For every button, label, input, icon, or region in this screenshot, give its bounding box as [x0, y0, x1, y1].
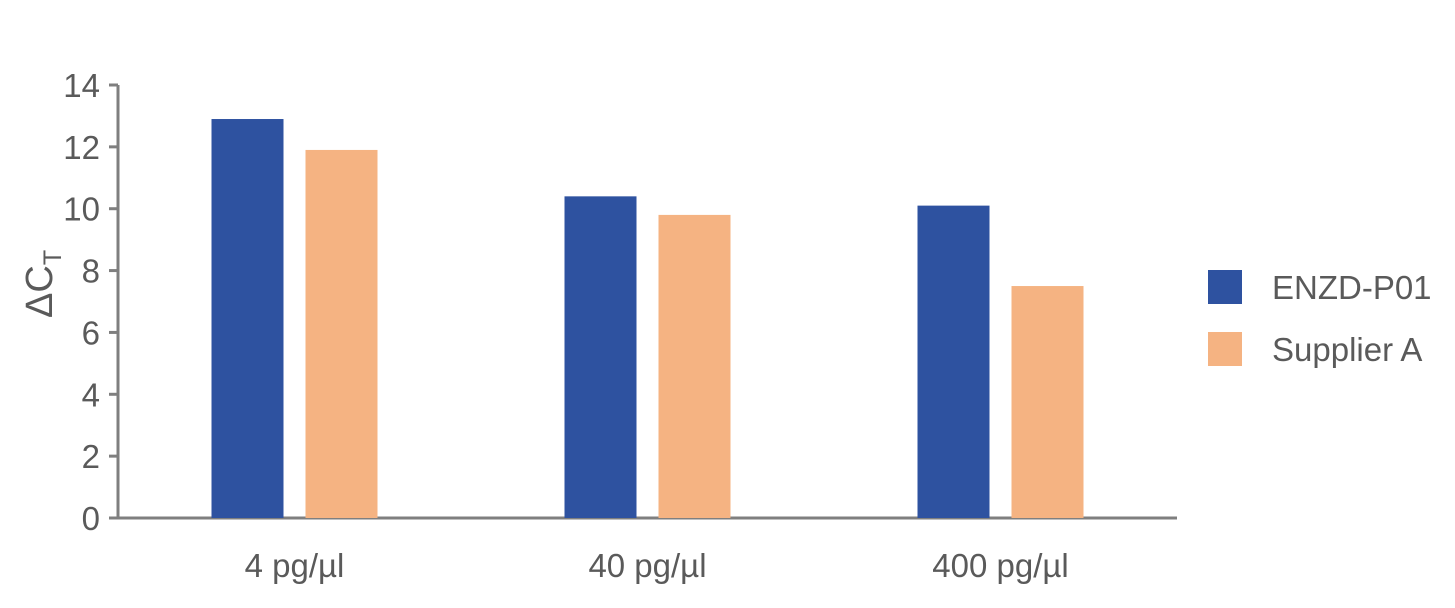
y-tick-label: 4 — [82, 376, 100, 413]
legend-swatch — [1208, 332, 1242, 366]
y-tick-label: 14 — [63, 67, 100, 104]
legend-swatch — [1208, 270, 1242, 304]
bar — [305, 149, 378, 518]
x-tick-label: 400 pg/µl — [932, 547, 1068, 584]
y-tick-label: 0 — [82, 500, 100, 537]
y-tick-label: 12 — [63, 129, 100, 166]
bar — [1011, 286, 1084, 518]
y-axis: 0 2 4 6 8 10 12 14 — [63, 67, 120, 537]
y-tick-label: 8 — [82, 253, 100, 290]
bar — [211, 119, 284, 519]
y-tick-label: 10 — [63, 191, 100, 228]
bar — [658, 214, 731, 518]
category-labels: 4 pg/µl 40 pg/µl 400 pg/µl — [245, 547, 1069, 584]
bar — [564, 196, 637, 519]
x-tick-label: 40 pg/µl — [588, 547, 706, 584]
x-tick-label: 4 pg/µl — [245, 547, 345, 584]
y-tick-label: 6 — [82, 314, 100, 351]
legend: ENZD-P01 Supplier A — [1208, 269, 1432, 368]
y-axis-label: ΔCT — [19, 250, 67, 318]
bar — [917, 205, 990, 518]
y-tick-label: 2 — [82, 438, 100, 475]
legend-label: Supplier A — [1272, 331, 1422, 368]
bars — [211, 119, 1084, 519]
legend-label: ENZD-P01 — [1272, 269, 1432, 306]
